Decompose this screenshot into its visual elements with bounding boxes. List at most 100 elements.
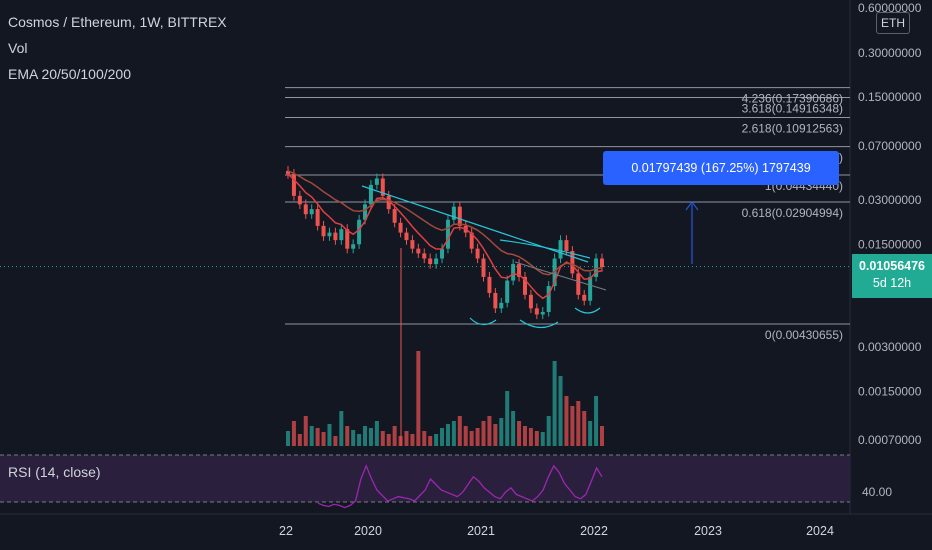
candle-body xyxy=(469,232,474,249)
neckline xyxy=(499,239,591,259)
volume-bar xyxy=(398,436,403,446)
support-line xyxy=(514,261,607,291)
price-tick-label: 0.00300000 xyxy=(858,340,922,354)
candle-body xyxy=(380,178,385,196)
volume-bar xyxy=(481,421,486,446)
volume-bar xyxy=(475,428,480,446)
volume-bar xyxy=(380,431,385,446)
candle-body xyxy=(345,229,350,249)
volume-bar xyxy=(392,426,397,446)
volume-bar xyxy=(540,432,545,446)
candle-body xyxy=(511,264,516,281)
candle-body xyxy=(422,253,427,259)
volume-bar xyxy=(528,428,533,446)
candle-body xyxy=(505,280,510,303)
price-tick-label: 0.15000000 xyxy=(858,90,922,104)
volume-bar xyxy=(357,434,362,446)
volume-bar xyxy=(404,431,409,446)
price-tick-label: 0.07000000 xyxy=(858,139,922,153)
candle-body xyxy=(528,294,533,309)
volume-bar xyxy=(374,421,379,446)
candle-body xyxy=(451,206,456,220)
candle-body xyxy=(404,232,409,241)
candle-body xyxy=(570,250,575,274)
candle-body xyxy=(517,264,522,277)
candle-body xyxy=(600,258,604,268)
volume-bar xyxy=(487,416,492,446)
volume-bar xyxy=(588,421,593,446)
candle-body xyxy=(321,225,326,237)
volume-bar xyxy=(451,421,456,446)
volume-bar xyxy=(522,426,527,446)
candle-body xyxy=(363,204,368,220)
time-tick-label: 2023 xyxy=(694,524,722,538)
volume-bar xyxy=(386,434,391,446)
price-tick-label: 0.00070000 xyxy=(858,433,922,447)
head-arc xyxy=(519,319,559,329)
price-tick-label: 0.30000000 xyxy=(858,46,922,60)
fib-level-label: 2.618(0.10912563) xyxy=(742,121,843,135)
volume-bar xyxy=(594,396,599,446)
candle-body xyxy=(428,258,433,265)
volume-bar xyxy=(576,401,581,446)
candle-body xyxy=(493,292,498,309)
current-price-value: 0.01056476 xyxy=(858,259,926,273)
candle-body xyxy=(487,276,492,293)
candle-body xyxy=(576,273,581,295)
ema-50-line xyxy=(287,170,603,276)
time-tick-label: 2022 xyxy=(580,524,608,538)
volume-bar xyxy=(428,436,433,446)
price-tick-label: 0.60000000 xyxy=(858,1,922,15)
ema-legend[interactable]: EMA 20/50/100/200 xyxy=(8,66,131,82)
time-tick-label: 2021 xyxy=(467,524,495,538)
currency-tag[interactable]: ETH xyxy=(876,12,910,34)
volume-bar xyxy=(534,431,539,446)
candle-body xyxy=(540,311,545,315)
candle-body xyxy=(440,248,445,259)
candle-body xyxy=(475,248,480,259)
volume-bar xyxy=(445,424,450,446)
time-tick-label: 2024 xyxy=(806,524,834,538)
volume-bar xyxy=(422,431,427,446)
volume-bar xyxy=(558,376,563,446)
candle-body xyxy=(339,229,344,241)
volume-legend[interactable]: Vol xyxy=(8,40,28,56)
candle-body xyxy=(303,204,308,215)
right-shoulder-arc xyxy=(574,307,601,314)
volume-bar xyxy=(315,428,320,446)
candle-body xyxy=(534,308,539,315)
candle-body xyxy=(410,240,415,249)
volume-bar xyxy=(327,424,332,446)
candle-body xyxy=(558,240,563,259)
candle-body xyxy=(582,294,587,301)
volume-bar xyxy=(564,396,569,446)
descending-trendline xyxy=(361,185,589,263)
candle-body xyxy=(357,219,362,245)
candle-body xyxy=(481,258,486,277)
candle-body xyxy=(594,258,599,277)
price-tick-label: 0.01500000 xyxy=(858,237,922,251)
fib-level-label: 3.618(0.14916348) xyxy=(742,101,843,115)
volume-bar xyxy=(363,426,368,446)
candle-body xyxy=(327,232,332,237)
volume-bar xyxy=(440,428,445,446)
volume-bar xyxy=(546,416,551,446)
volume-bar xyxy=(309,426,314,446)
candle-body xyxy=(522,276,527,295)
rsi-legend[interactable]: RSI (14, close) xyxy=(8,464,101,480)
volume-bar xyxy=(570,406,575,446)
volume-bar xyxy=(552,361,557,446)
time-tick-label: 2020 xyxy=(354,524,382,538)
candle-body xyxy=(398,222,403,233)
fib-level-label: 4.236(0.17390686) xyxy=(742,92,843,106)
candle-body xyxy=(315,209,320,226)
volume-bar xyxy=(511,411,516,446)
candle-body xyxy=(457,206,462,226)
volume-bar xyxy=(351,430,356,446)
candle-body xyxy=(499,302,504,309)
candle-body xyxy=(546,286,551,312)
chart-title: Cosmos / Ethereum, 1W, BITTREX xyxy=(8,14,227,30)
price-tick-label: 0.00150000 xyxy=(858,384,922,398)
volume-bar xyxy=(493,424,498,446)
